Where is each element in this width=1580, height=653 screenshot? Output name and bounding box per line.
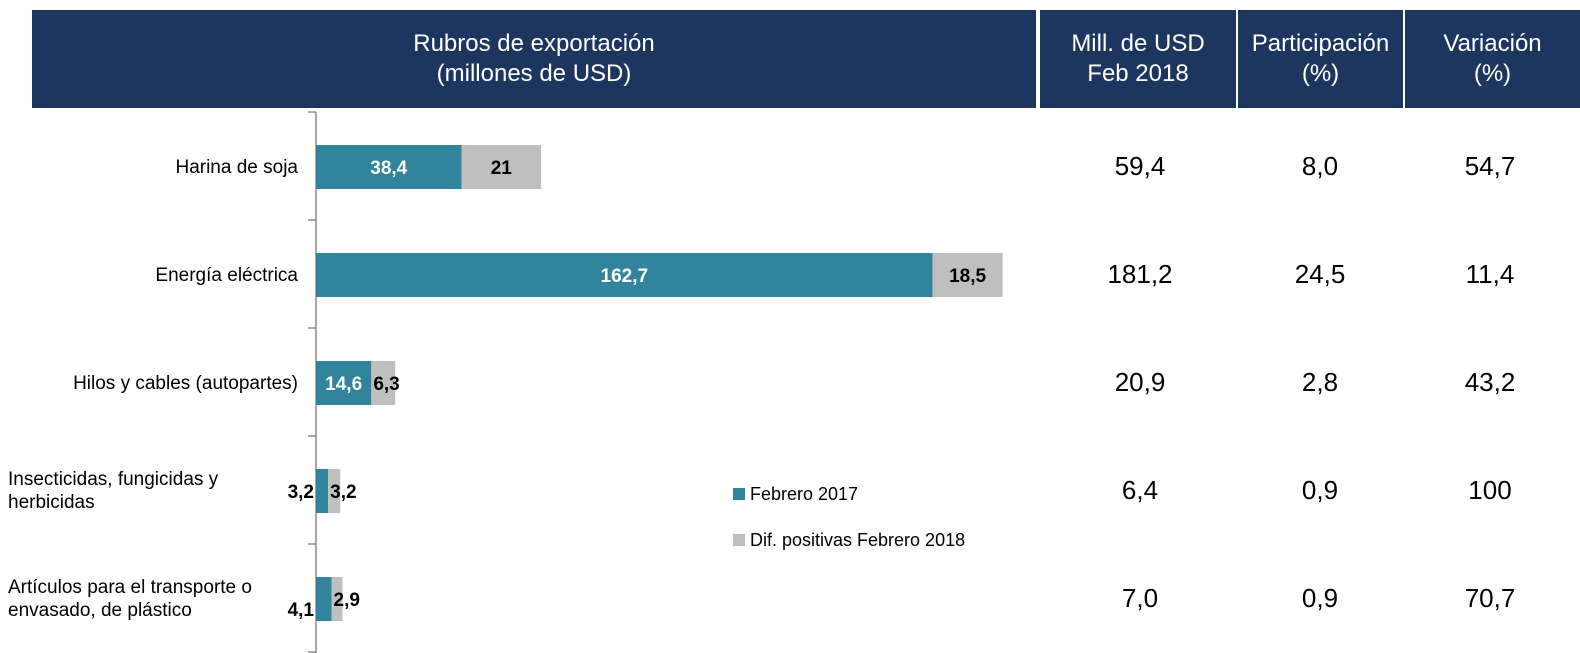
category-label: Energía eléctrica bbox=[0, 245, 298, 305]
bar-segment bbox=[316, 577, 332, 621]
data-label: 6,3 bbox=[373, 374, 399, 395]
chart-header: Rubros de exportación (millones de USD) bbox=[32, 10, 1036, 108]
data-label: 14,6 bbox=[325, 374, 362, 395]
table-cell: 100 bbox=[1468, 475, 1512, 505]
data-label: 3,2 bbox=[330, 482, 356, 503]
bar-segment bbox=[328, 469, 341, 513]
table-cell: 7,0 bbox=[1121, 583, 1159, 613]
header-line: Participación bbox=[1251, 30, 1390, 57]
bar-segment bbox=[316, 145, 462, 189]
column-header: Participación (%) bbox=[1238, 10, 1403, 108]
category-text: Energía eléctrica bbox=[155, 264, 298, 286]
table-cell: 6,4 bbox=[1121, 475, 1159, 505]
data-label: 2,9 bbox=[334, 590, 360, 611]
table-cell: 20,9 bbox=[1114, 367, 1166, 397]
table-cell: 43,2 bbox=[1464, 367, 1516, 397]
bar-segment bbox=[316, 469, 329, 513]
category-text: Harina de soja bbox=[175, 156, 298, 178]
bar-segment bbox=[331, 577, 343, 621]
bar-segment bbox=[932, 253, 1003, 297]
category-label: Hilos y cables (autopartes) bbox=[0, 353, 298, 413]
data-label: 21 bbox=[491, 158, 513, 179]
data-label: 4,1 bbox=[288, 600, 315, 621]
data-label: 3,2 bbox=[288, 482, 314, 503]
header-line: (millones de USD) bbox=[436, 60, 632, 87]
data-label: 162,7 bbox=[601, 266, 649, 287]
table-cell: 24,5 bbox=[1294, 259, 1346, 289]
bar-segment bbox=[316, 361, 372, 405]
data-label: 18,5 bbox=[949, 266, 986, 287]
table-cell: 11,4 bbox=[1465, 259, 1515, 289]
header-line: Variación bbox=[1443, 30, 1542, 57]
header-line: (%) bbox=[1301, 60, 1340, 87]
header-line: (%) bbox=[1473, 60, 1512, 87]
header-line: Mill. de USD bbox=[1071, 30, 1205, 57]
category-text: Insecticidas, fungicidas y herbicidas bbox=[8, 469, 219, 513]
bar-segment bbox=[316, 253, 933, 297]
table-cell: 0,9 bbox=[1301, 475, 1339, 505]
table-cell: 70,7 bbox=[1464, 583, 1516, 613]
legend-label: Dif. positivas Febrero 2018 bbox=[750, 530, 965, 550]
table-cell: 2,8 bbox=[1301, 367, 1339, 397]
table-cell: 59,4 bbox=[1114, 151, 1166, 181]
table-cell: 8,0 bbox=[1301, 151, 1339, 181]
legend-label: Febrero 2017 bbox=[750, 484, 858, 504]
legend-swatch bbox=[733, 488, 745, 500]
category-label: Harina de soja bbox=[0, 137, 298, 197]
bar-segment bbox=[371, 361, 396, 405]
header-line: Rubros de exportación bbox=[413, 30, 655, 57]
category-text: Artículos para el transporte o envasado,… bbox=[8, 577, 252, 621]
table-cell: 181,2 bbox=[1107, 259, 1173, 289]
category-label: Insecticidas, fungicidas y herbicidas bbox=[0, 461, 298, 521]
column-header: Mill. de USD Feb 2018 bbox=[1040, 10, 1236, 108]
category-text: Hilos y cables (autopartes) bbox=[73, 372, 298, 394]
bar-segment bbox=[461, 145, 542, 189]
header-line: Feb 2018 bbox=[1087, 60, 1189, 87]
column-header: Variación (%) bbox=[1405, 10, 1580, 108]
data-label: 38,4 bbox=[370, 158, 407, 179]
table-cell: 54,7 bbox=[1464, 151, 1516, 181]
legend-swatch bbox=[733, 534, 745, 546]
table-cell: 0,9 bbox=[1301, 583, 1339, 613]
category-label: Artículos para el transporte o envasado,… bbox=[0, 569, 298, 629]
